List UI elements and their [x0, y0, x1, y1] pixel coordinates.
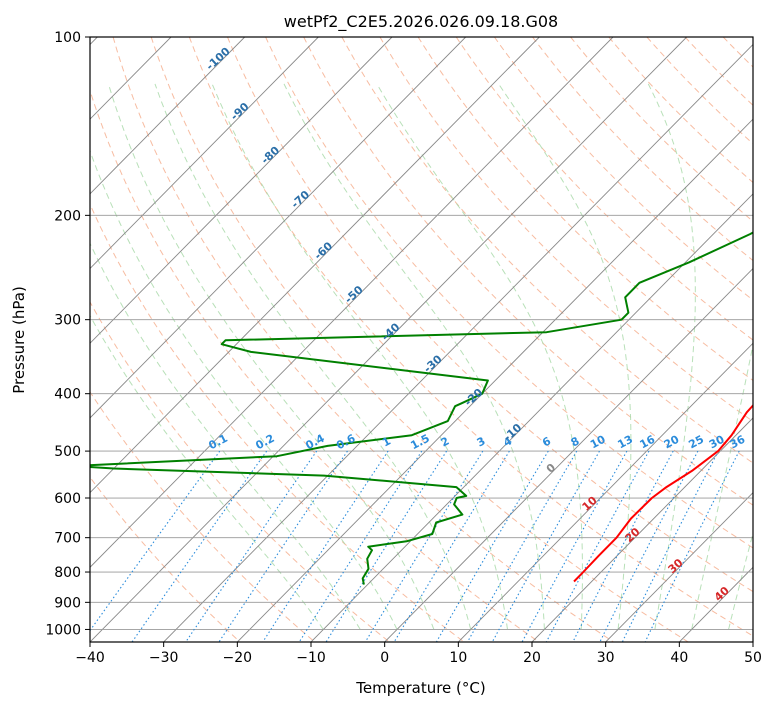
isotherm-line: [90, 37, 319, 270]
moist-adiabat: [376, 83, 583, 630]
isotherm-line: [458, 342, 753, 642]
moist-adiabat: [154, 83, 472, 630]
mixing-ratio-line: [491, 450, 600, 642]
moist-adiabat: [498, 83, 632, 630]
moist-adiabat: [90, 149, 398, 630]
mixing-ratio-line: [467, 450, 578, 642]
y-tick-label: 400: [54, 387, 81, 403]
y-tick-label: 700: [54, 531, 81, 547]
dry-adiabat: [265, 37, 753, 549]
mixing-ratio-line: [599, 450, 699, 642]
chart-title: wetPf2_C2E5.2026.026.09.18.G08: [284, 12, 558, 32]
y-tick-label: 1000: [45, 622, 81, 638]
dry-adiabat: [90, 301, 390, 642]
mixing-ratio-line: [545, 450, 650, 642]
mixing-ratio-line: [218, 450, 348, 642]
x-tick-label: −10: [296, 650, 326, 666]
axes: −40 −30 −20 −10 0 10 20 30 40 50 100 200 300 400 500 60…: [45, 30, 762, 666]
moist-adiabat: [283, 83, 545, 630]
isotherm-line: [531, 417, 753, 642]
dry-adiabat: [761, 37, 775, 642]
y-tick-label: 200: [54, 208, 81, 224]
dry-adiabat: [227, 37, 753, 593]
y-tick-label: 900: [54, 595, 81, 611]
mixing-ratio-label: 13: [615, 433, 635, 452]
mixing-ratio-line: [644, 450, 740, 642]
isotherm-line: [163, 43, 753, 642]
isotherm-line: [90, 37, 467, 419]
moist-adiabat: [211, 83, 508, 630]
mixing-ratio-line: [521, 450, 628, 642]
x-tick-label: 0: [380, 650, 389, 666]
dry-adiabat: [90, 203, 465, 642]
mixing-ratio-line: [262, 450, 389, 642]
isotherm-line: [90, 37, 246, 195]
isotherm-line: [605, 491, 753, 642]
isotherm-line: [90, 37, 688, 642]
mixing-ratio-line: [621, 450, 719, 642]
moist-adiabat: [90, 242, 361, 630]
moist-adiabat: [90, 314, 324, 630]
mixing-ratio-label: 36: [728, 433, 748, 452]
mixing-ratio-label: 25: [686, 433, 706, 452]
mixing-ratio-line: [131, 450, 268, 642]
mixing-ratio-line: [393, 450, 510, 642]
dry-adiabat: [90, 391, 316, 642]
x-tick-label: −20: [223, 650, 253, 666]
moist-adiabat: [728, 531, 753, 630]
moist-adiabat: [107, 83, 435, 630]
mixing-ratio-label: 20: [662, 433, 682, 452]
series-layer: [90, 231, 753, 585]
isotherm-line: [90, 37, 614, 568]
dry-adiabat: [150, 37, 689, 642]
mixing-ratio-label: 10: [588, 433, 608, 452]
x-tick-label: 50: [744, 650, 762, 666]
dry-adiabat: [379, 37, 753, 423]
mixing-ratio-label: 16: [638, 433, 658, 452]
x-tick-label: −40: [75, 650, 105, 666]
x-tick-label: −30: [149, 650, 179, 666]
dry-adiabat: [532, 37, 753, 262]
temperature-line: [573, 403, 753, 583]
mixing-ratio-label: 30: [707, 433, 727, 452]
isotherm-line: [384, 267, 753, 642]
x-tick-label: 30: [597, 650, 615, 666]
grid-layer: [90, 37, 775, 642]
y-tick-label: 600: [54, 491, 81, 507]
y-tick-label: 500: [54, 444, 81, 460]
x-axis-label: Temperature (°C): [355, 679, 485, 697]
mixing-ratio-line: [572, 450, 674, 642]
dewpoint-line: [90, 231, 753, 585]
isotherm-line: [752, 641, 753, 642]
plot-background: [90, 37, 753, 642]
isotherm-line: [237, 118, 753, 642]
dry-adiabat: [303, 37, 753, 506]
x-tick-label: 20: [523, 650, 541, 666]
y-axis-label: Pressure (hPa): [10, 286, 28, 394]
x-tick-label: 10: [449, 650, 467, 666]
y-tick-label: 300: [54, 313, 81, 329]
mixing-ratio-line: [364, 450, 484, 642]
x-tick-label: 40: [670, 650, 688, 666]
dry-adiabat: [341, 37, 753, 464]
y-tick-label: 100: [54, 30, 81, 46]
dry-adiabat: [188, 37, 753, 637]
dry-adiabat: [417, 37, 753, 382]
y-tick-label: 800: [54, 565, 81, 581]
dry-adiabat: [455, 37, 753, 341]
mixing-ratio-line: [185, 450, 318, 642]
isotherm-line: [90, 37, 393, 344]
plot-frame: [89, 36, 754, 643]
dry-adiabat: [646, 37, 753, 145]
